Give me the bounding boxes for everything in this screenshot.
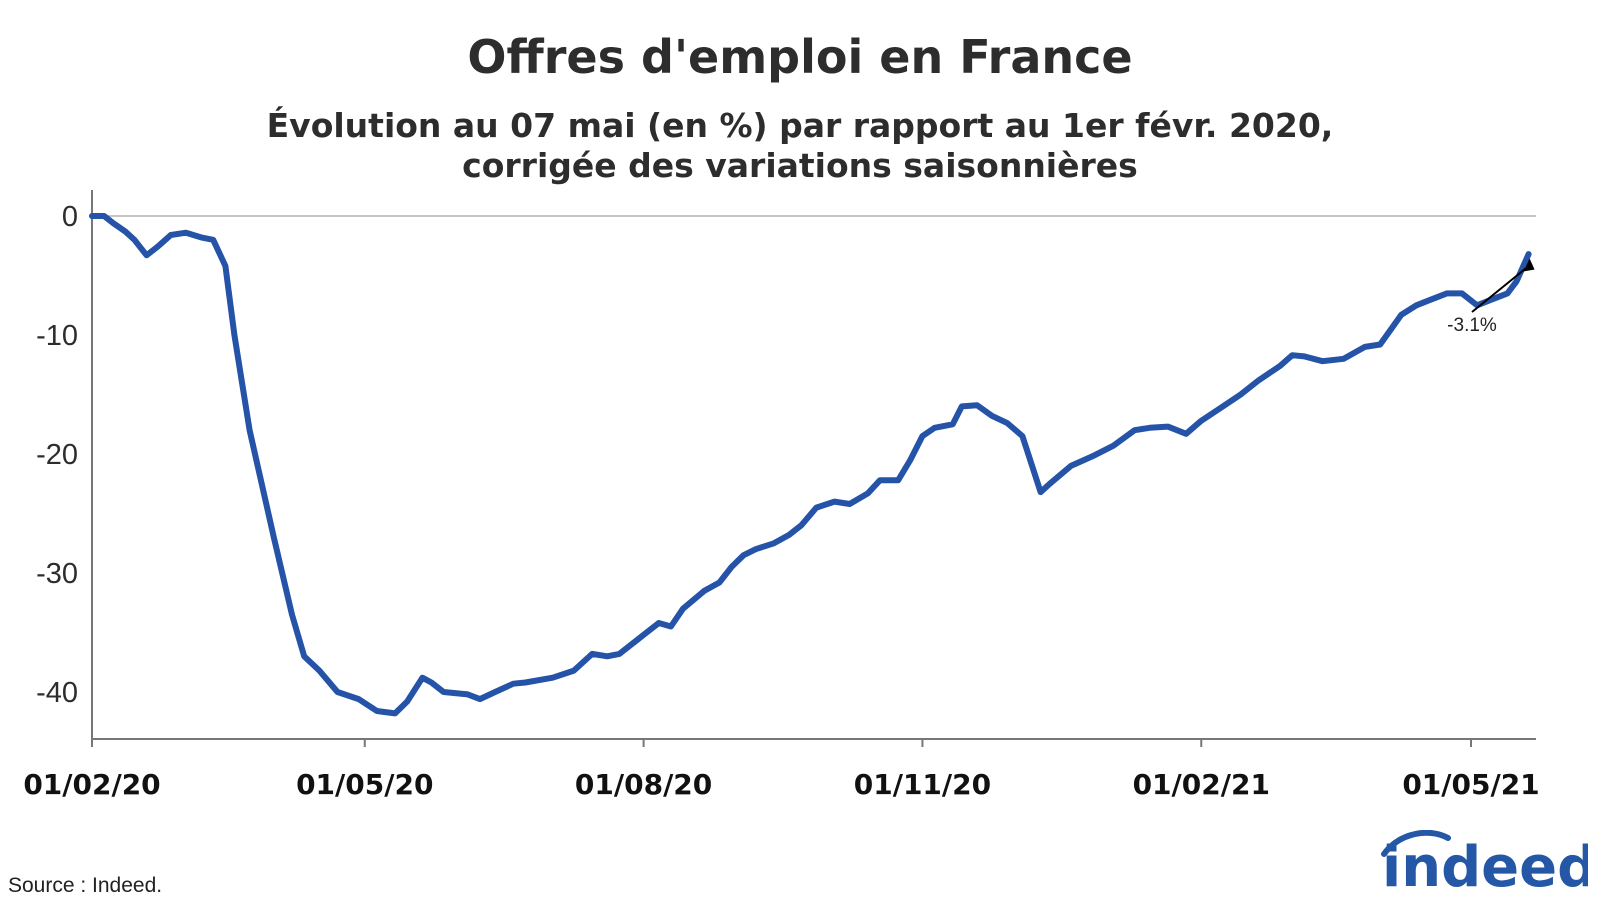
x-ticks-group: 01/02/20 01/05/20 01/08/20 01/11/20 01/02/21…	[23, 739, 1540, 801]
y-tick-label: -10	[36, 320, 78, 352]
y-ticks-group: 0 -10 -20 -30 -40	[36, 201, 78, 709]
chart-subtitle-line-1: Évolution au 07 mai (en %) par rapport a…	[266, 106, 1334, 145]
annotation-arrowhead	[1523, 258, 1535, 272]
y-tick-label: 0	[62, 201, 78, 233]
x-tick-label: 01/05/21	[1402, 768, 1539, 801]
source-note: Source : Indeed.	[8, 874, 163, 897]
series-line	[89, 213, 1532, 717]
chart-title: Offres d'emploi en France	[467, 30, 1133, 84]
chart-subtitle: Évolution au 07 mai (en %) par rapport a…	[0, 106, 1600, 186]
x-tick-label: 01/08/20	[575, 768, 712, 801]
x-tick-label: 01/02/20	[23, 768, 160, 801]
x-tick-label: 01/02/21	[1133, 768, 1270, 801]
indeed-logo: indeed	[1381, 830, 1588, 898]
annotation-arrow	[1471, 263, 1532, 313]
x-tick-label: 01/05/20	[296, 768, 433, 801]
logo-text: indeed	[1382, 835, 1588, 898]
chart-subtitle-line-2: corrigée des variations saisonnières	[462, 146, 1138, 185]
x-tick-label: 01/11/20	[854, 768, 991, 801]
y-tick-label: -40	[36, 677, 78, 709]
y-tick-label: -30	[36, 558, 78, 590]
annotation-label: -3.1%	[1447, 315, 1497, 336]
y-tick-label: -20	[36, 439, 78, 471]
annotation-group: -3.1%	[1447, 258, 1535, 336]
